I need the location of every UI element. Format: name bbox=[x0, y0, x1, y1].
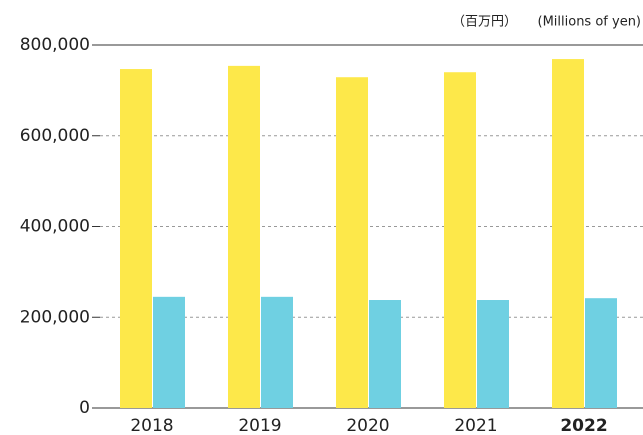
bar bbox=[552, 59, 584, 408]
y-tick-label: 800,000 bbox=[20, 35, 90, 55]
bar bbox=[444, 72, 476, 408]
bar bbox=[228, 65, 260, 408]
bar bbox=[153, 296, 185, 408]
x-tick-label: 2021 bbox=[454, 416, 497, 435]
unit-label-ja: （百万円） bbox=[452, 15, 517, 30]
unit-label-en: (Millions of yen) bbox=[538, 15, 642, 30]
y-tick-label: 0 bbox=[79, 398, 90, 418]
bar bbox=[336, 77, 368, 408]
bar bbox=[585, 298, 617, 408]
bar bbox=[477, 300, 509, 408]
bar bbox=[120, 69, 152, 408]
bar bbox=[369, 300, 401, 408]
x-tick-label: 2019 bbox=[238, 416, 281, 435]
y-tick-label: 200,000 bbox=[20, 307, 90, 327]
y-tick-label: 600,000 bbox=[20, 126, 90, 146]
y-tick-label: 400,000 bbox=[20, 217, 90, 237]
bar bbox=[261, 296, 293, 408]
x-tick-label: 2018 bbox=[130, 416, 173, 435]
x-tick-label: 2022 bbox=[560, 416, 607, 435]
x-tick-label: 2020 bbox=[346, 416, 389, 435]
